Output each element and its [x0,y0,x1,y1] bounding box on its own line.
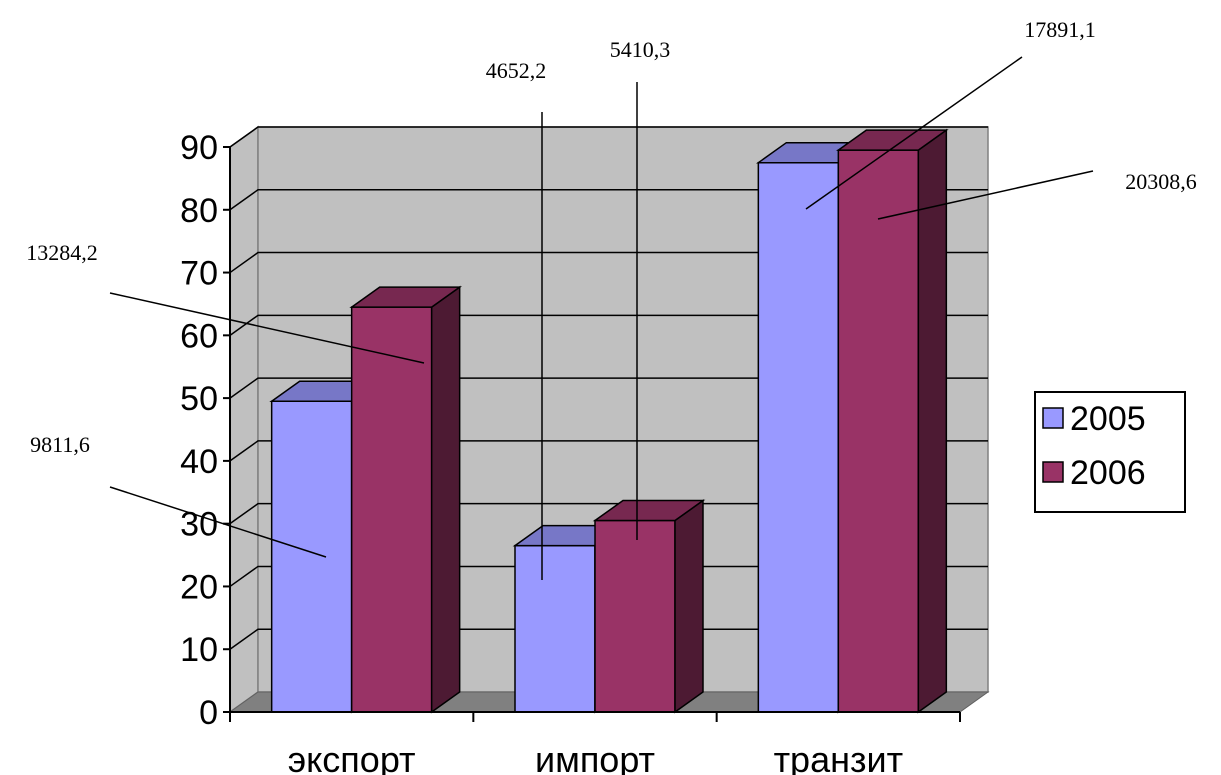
gridline [229,628,988,650]
annotation-0: 9811,6 [30,432,327,558]
y-tick-label: 50 [180,380,218,418]
bar-front [594,519,676,713]
annotation-label: 5410,3 [610,37,671,62]
y-tick-label: 40 [180,443,218,481]
annotation-5: 20308,6 [877,169,1197,220]
annotation-label: 17891,1 [1024,17,1096,42]
gridline [229,440,988,462]
y-tick-label: 80 [180,192,218,230]
y-tick-label: 0 [199,694,218,732]
bar-side [430,285,461,714]
gridline [229,565,988,588]
gridline [229,502,988,525]
bar-экспорт-2006 [349,285,463,714]
x-category-labels: экспорт импорт транзит [288,739,903,775]
annotation-label: 4652,2 [486,58,547,83]
side-wall [229,125,259,714]
bar-front [837,149,920,713]
bar-front [757,161,840,713]
gridline [229,251,988,274]
x-category-label: импорт [535,739,655,775]
gridlines [229,126,988,650]
bar-front [514,544,596,713]
leader-line [109,292,425,364]
x-category-label: транзит [774,739,904,775]
bar-импорт-2006 [592,499,706,714]
axes [223,146,961,722]
y-tick-label: 90 [180,129,218,167]
annotation-label: 20308,6 [1125,169,1197,194]
y-tick-label: 20 [180,568,218,606]
leader-line [877,170,1094,220]
bar-side [917,128,948,714]
legend-label: 2006 [1070,454,1146,492]
gridline [229,126,988,148]
legend-swatch [1042,407,1064,429]
bar-top [349,286,463,308]
annotation-4: 17891,1 [805,17,1096,210]
annotation-2: 4652,2 [486,58,547,580]
gridline [229,314,988,336]
bar-front [350,306,433,713]
bar-side [674,499,704,714]
legend: 2005 2006 [1034,391,1186,513]
gridline [229,189,988,211]
x-category-label: экспорт [288,739,416,775]
y-tick-label: 10 [180,631,218,669]
annotations: 9811,6 13284,2 4652,2 5410,3 17891,1 20308,6 [26,17,1197,580]
bar-top [592,499,706,522]
leader-line [805,56,1023,210]
bar-top [835,129,949,151]
annotation-3: 5410,3 [610,37,671,540]
bar-front [270,400,353,713]
y-tick-label: 70 [180,255,218,293]
leader-line [109,486,327,558]
annotation-1: 13284,2 [26,240,425,364]
annotation-label: 13284,2 [26,240,98,265]
legend-swatch [1042,461,1064,483]
bars [269,128,949,714]
bar-транзит-2006 [835,128,949,714]
legend-label: 2005 [1070,400,1146,438]
annotation-label: 9811,6 [30,432,90,457]
gridline [229,377,988,399]
y-tick-label: 60 [180,317,218,355]
